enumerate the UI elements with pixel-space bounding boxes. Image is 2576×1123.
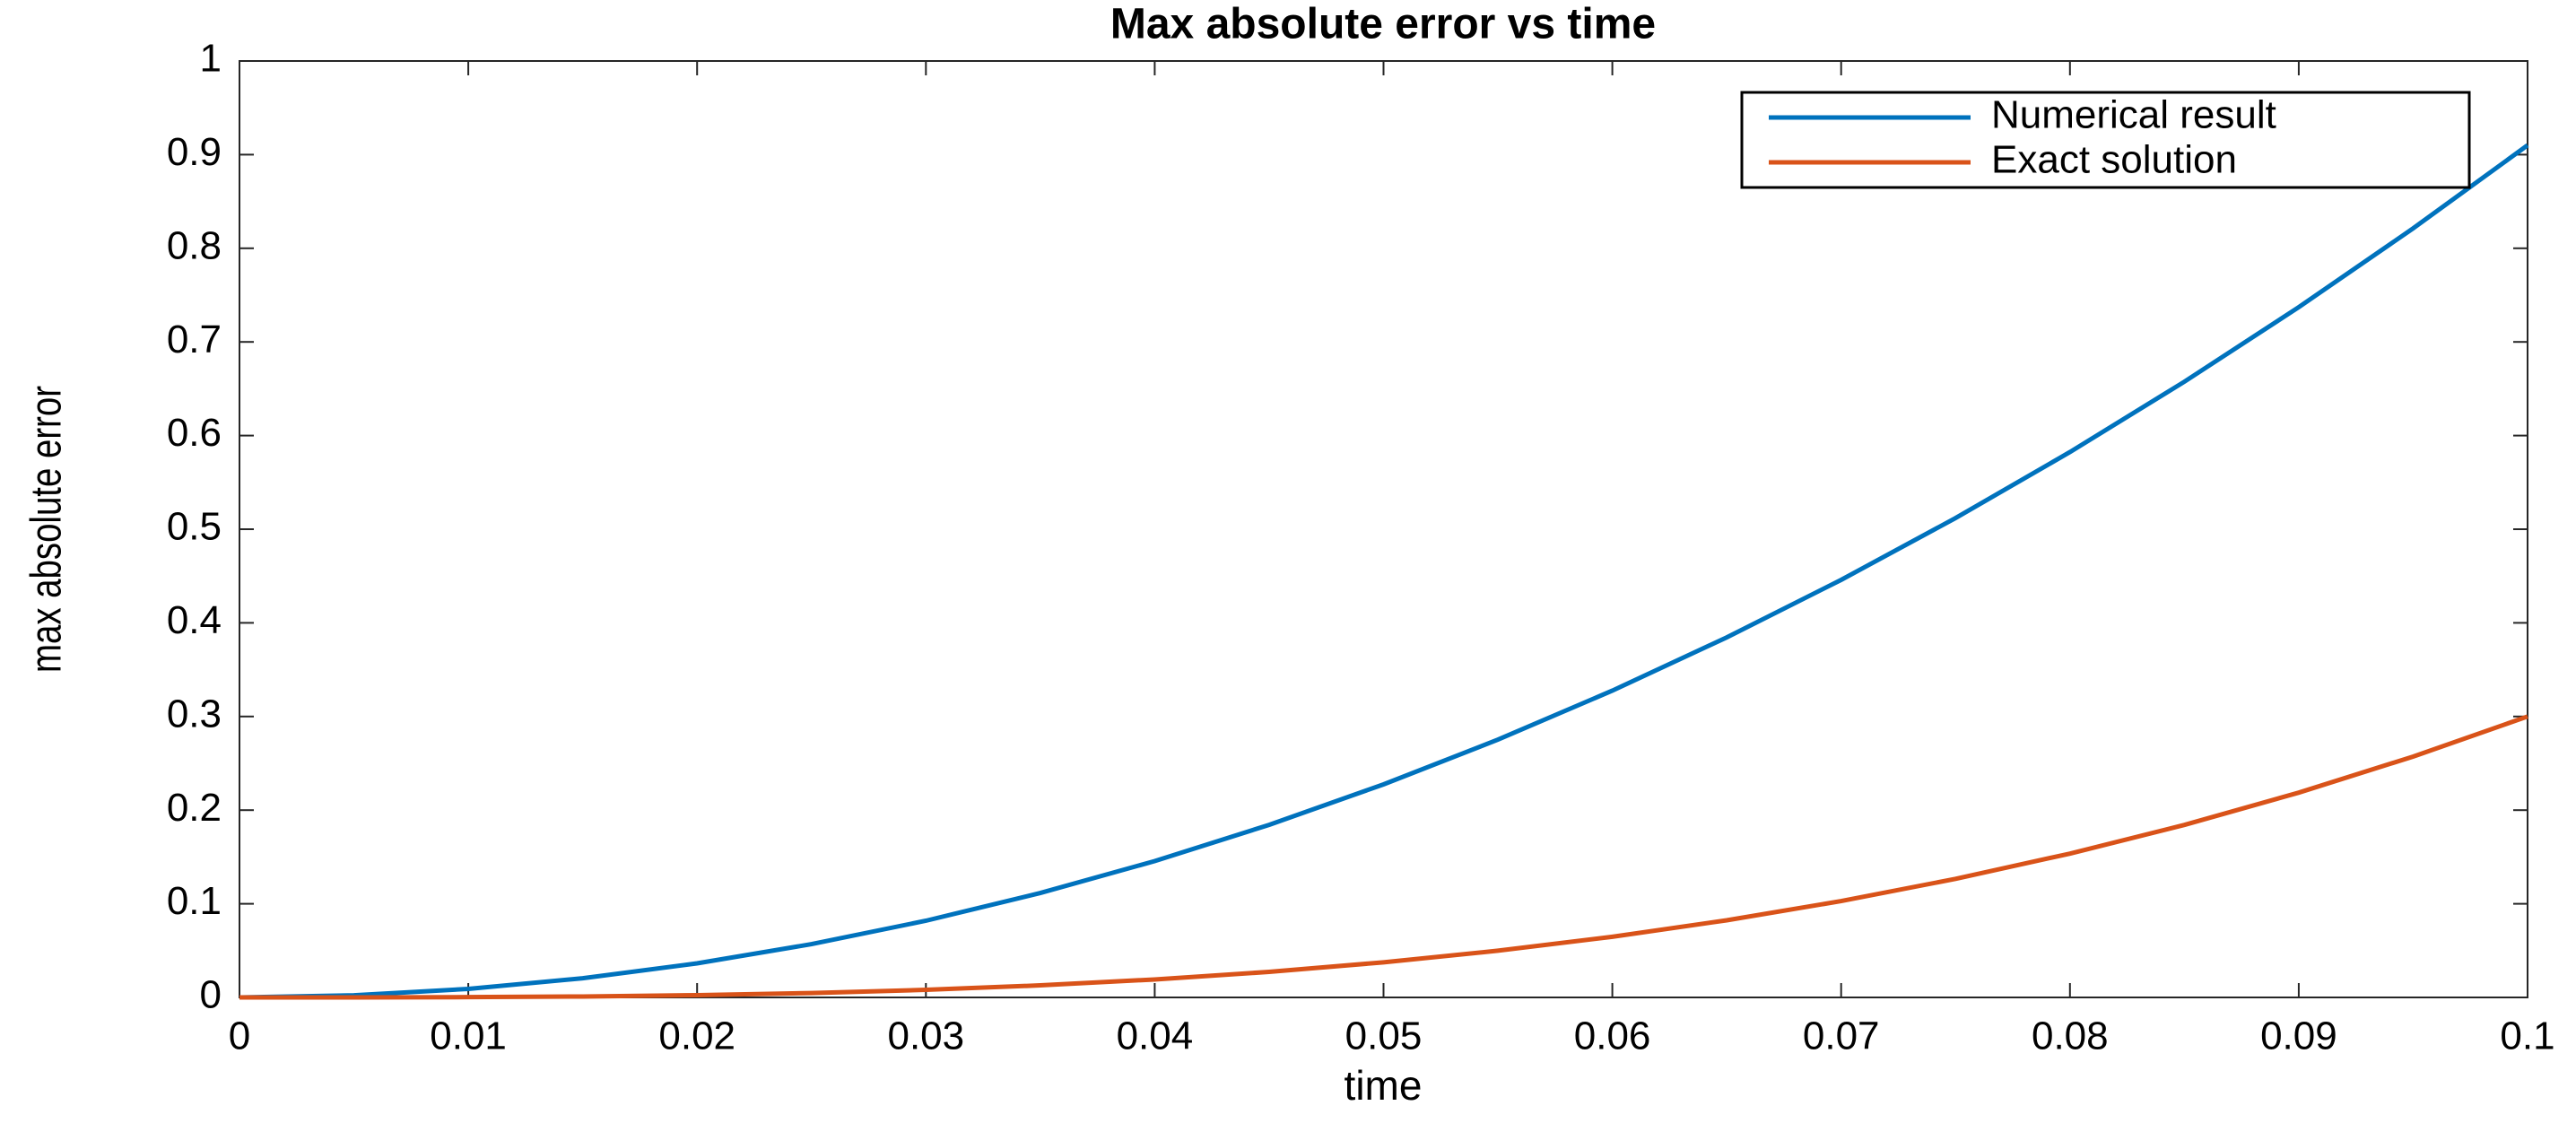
- x-axis-label: time: [1345, 1062, 1423, 1109]
- x-tick-label: 0.09: [2260, 1014, 2337, 1058]
- x-tick-label: 0.08: [2032, 1014, 2109, 1058]
- x-tick-label: 0: [229, 1014, 250, 1058]
- line-series: [239, 714, 2528, 1000]
- y-tick-label: 0.1: [167, 879, 222, 923]
- plot-area: [239, 60, 2528, 998]
- y-tick-label: 0.5: [167, 505, 222, 549]
- x-tick-label: 0.02: [658, 1014, 735, 1058]
- y-tick-label: 0.6: [167, 411, 222, 455]
- x-tick-label: 0.07: [1803, 1014, 1880, 1058]
- y-axis-label: max absolute error: [23, 386, 71, 673]
- legend-label: Exact solution: [1991, 138, 2237, 182]
- legend-label: Numerical result: [1991, 93, 2276, 137]
- x-tick-label: 0.04: [1117, 1014, 1194, 1058]
- x-tick-label: 0.03: [887, 1014, 964, 1058]
- y-tick-label: 0.7: [167, 318, 222, 361]
- x-tick-label: 0.06: [1574, 1014, 1651, 1058]
- chart-title: Max absolute error vs time: [1110, 1, 1656, 48]
- y-tick-label: 0.2: [167, 786, 222, 830]
- y-tick-label: 0.4: [167, 598, 222, 642]
- y-tick-label: 0: [200, 973, 222, 1017]
- y-tick-label: 0.3: [167, 692, 222, 736]
- legend: [1740, 91, 2471, 189]
- x-tick-label: 0.05: [1345, 1014, 1423, 1058]
- line-series: [239, 143, 2529, 1000]
- y-tick-label: 0.9: [167, 130, 222, 174]
- x-tick-label: 0.1: [2500, 1014, 2554, 1058]
- y-tick-label: 1: [200, 37, 222, 81]
- x-tick-label: 0.01: [430, 1014, 507, 1058]
- y-tick-label: 0.8: [167, 223, 222, 267]
